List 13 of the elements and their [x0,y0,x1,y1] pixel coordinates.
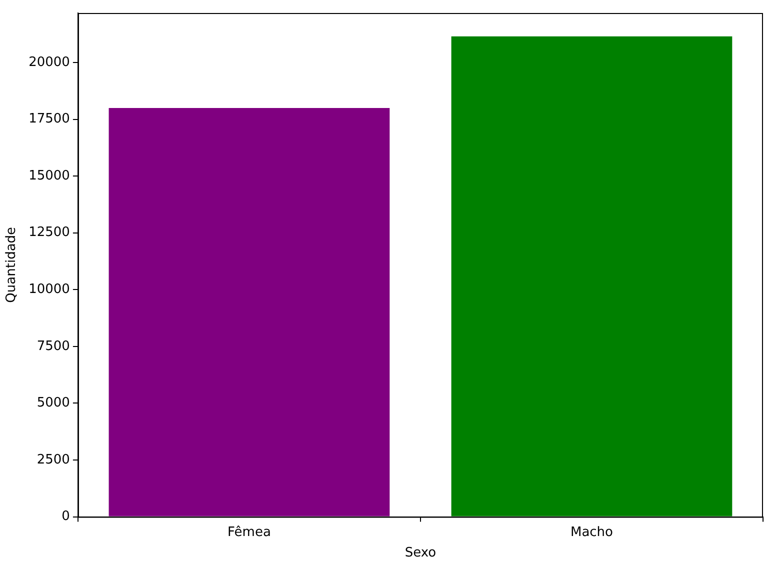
x-tick-label: Fêmea [228,524,271,540]
y-tick-label: 12500 [28,225,70,240]
y-tick-label: 17500 [28,112,70,127]
y-axis-title: Quantidade [4,226,20,303]
y-tick-label: 10000 [28,282,70,298]
y-tick-label: 5000 [36,396,70,411]
x-tick-label: Macho [570,524,614,540]
y-tick-label: 2500 [36,452,70,468]
y-tick-label: 7500 [36,338,70,354]
y-tick-label: 15000 [28,168,70,184]
y-tick-label: 0 [62,509,70,524]
x-axis-title: Sexo [404,546,436,561]
y-tick-label: 20000 [28,54,70,70]
